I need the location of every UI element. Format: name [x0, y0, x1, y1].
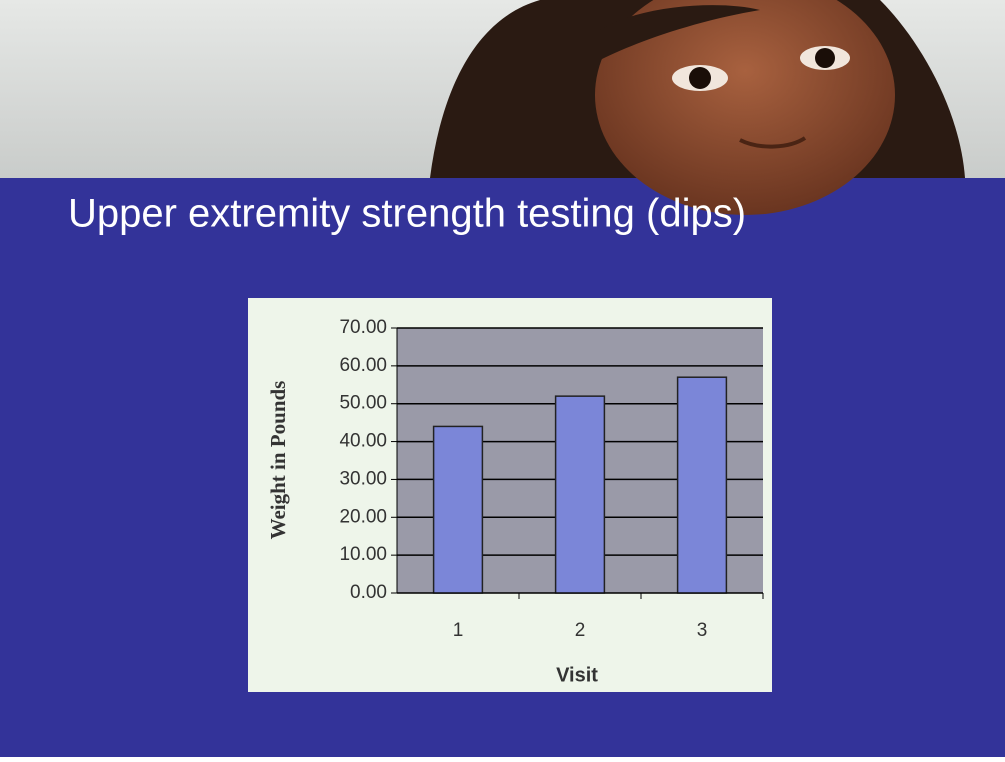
y-tick-label: 20.00: [339, 506, 387, 527]
x-tick-label: 3: [697, 620, 708, 641]
y-tick-label: 10.00: [339, 544, 387, 565]
y-axis-label: Weight in Pounds: [266, 381, 290, 540]
y-tick-label: 0.00: [350, 582, 387, 603]
bar: [434, 426, 483, 593]
x-tick-label: 2: [575, 620, 586, 641]
slide-title: Upper extremity strength testing (dips): [68, 192, 746, 236]
slide: Upper extremity strength testing (dips) …: [0, 0, 1005, 757]
page: Upper extremity strength testing (dips) …: [0, 0, 1005, 757]
y-tick-label: 60.00: [339, 355, 387, 376]
bar: [556, 396, 605, 593]
y-tick-label: 30.00: [339, 468, 387, 489]
bar: [678, 377, 727, 593]
y-tick-label: 40.00: [339, 431, 387, 452]
y-tick-label: 70.00: [339, 317, 387, 338]
x-tick-label: 1: [453, 620, 464, 641]
x-axis-label: Visit: [556, 664, 598, 686]
y-tick-label: 50.00: [339, 393, 387, 414]
